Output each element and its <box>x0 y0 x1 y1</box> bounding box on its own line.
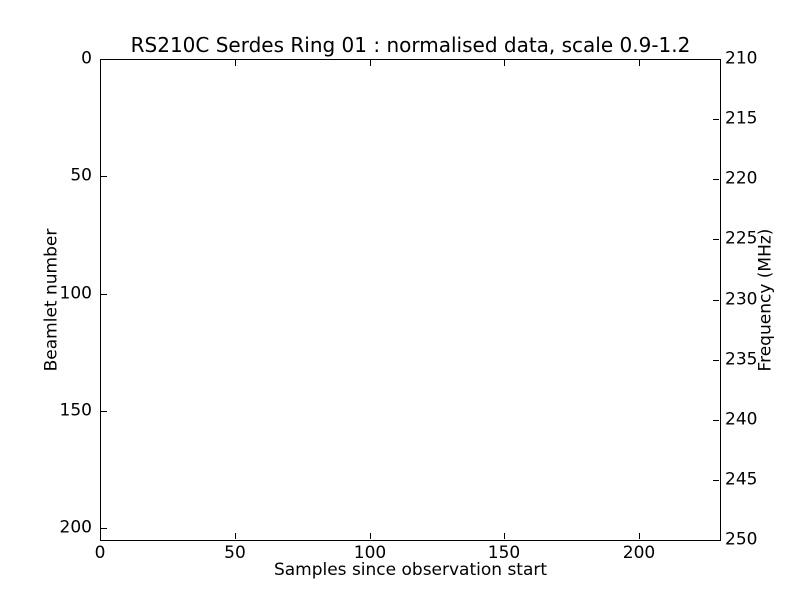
x-tick-label: 150 <box>487 543 521 563</box>
x-tick-mark-top <box>370 60 371 66</box>
y-tick-label-right: 245 <box>725 469 758 490</box>
y-tick-label-right: 210 <box>725 48 758 69</box>
y-tick-mark-left <box>101 528 107 529</box>
y-tick-mark-right <box>713 420 719 421</box>
x-axis-label: Samples since observation start <box>273 560 548 580</box>
y-tick-mark-left <box>101 176 107 177</box>
x-tick-mark-bottom <box>504 533 505 539</box>
y-axis-label-right: Frequency (MHz) <box>755 228 776 372</box>
y-tick-label-right: 215 <box>725 108 758 129</box>
x-tick-mark-bottom <box>100 533 101 539</box>
x-tick-label: 50 <box>224 543 246 563</box>
y-tick-mark-left <box>101 59 107 60</box>
y-tick-mark-right <box>713 300 719 301</box>
x-tick-mark-top <box>235 60 236 66</box>
x-tick-mark-bottom <box>639 533 640 539</box>
y-tick-mark-right <box>713 360 719 361</box>
y-tick-label-right: 250 <box>725 529 758 550</box>
y-tick-mark-right <box>713 119 719 120</box>
x-tick-mark-top <box>100 60 101 66</box>
x-tick-mark-bottom <box>370 533 371 539</box>
y-tick-label-right: 220 <box>725 168 758 189</box>
y-tick-label-left: 50 <box>70 165 92 186</box>
chart-title: RS210C Serdes Ring 01 : normalised data,… <box>130 33 691 57</box>
plot-area <box>100 59 721 541</box>
y-tick-label-right: 235 <box>725 349 758 370</box>
y-tick-mark-left <box>101 411 107 412</box>
x-tick-mark-bottom <box>235 533 236 539</box>
y-tick-mark-left <box>101 294 107 295</box>
y-tick-label-left: 100 <box>59 283 92 304</box>
y-tick-label-left: 200 <box>59 517 92 538</box>
y-tick-label-right: 240 <box>725 409 758 430</box>
x-tick-label: 200 <box>622 543 656 563</box>
y-tick-label-right: 230 <box>725 289 758 310</box>
x-tick-label: 100 <box>353 543 387 563</box>
y-tick-mark-right <box>713 59 719 60</box>
y-tick-mark-right <box>713 179 719 180</box>
x-tick-mark-top <box>504 60 505 66</box>
y-tick-mark-right <box>713 480 719 481</box>
x-tick-mark-top <box>639 60 640 66</box>
y-tick-mark-right <box>713 540 719 541</box>
y-tick-label-left: 150 <box>59 400 92 421</box>
y-tick-label-left: 0 <box>81 48 92 69</box>
y-tick-mark-right <box>713 239 719 240</box>
y-tick-label-right: 225 <box>725 228 758 249</box>
x-tick-label: 0 <box>94 543 106 563</box>
y-axis-label-left: Beamlet number <box>41 228 62 372</box>
